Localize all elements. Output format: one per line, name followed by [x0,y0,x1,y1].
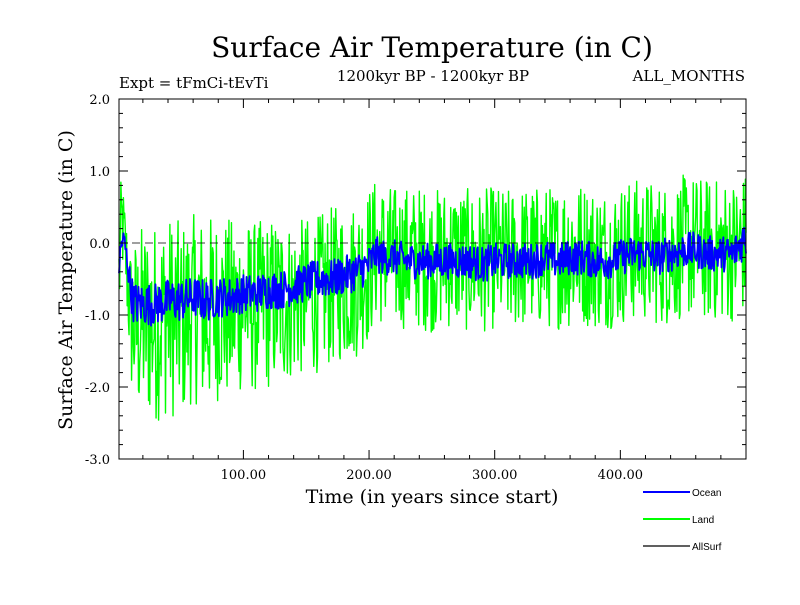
y-tick-label: -1.0 [85,309,110,324]
legend-label-allsurf: AllSurf [692,542,722,553]
legend-label-ocean: Ocean [692,488,721,499]
x-tick-label: 100.00 [221,468,267,483]
period-label: 1200kyr BP - 1200kyr BP [337,67,529,85]
y-tick-label: -2.0 [85,381,110,396]
legend-item-land: Land [643,515,714,526]
y-tick-label: 0.0 [89,237,110,252]
plot-area [118,174,747,421]
legend-item-allsurf: AllSurf [643,542,722,553]
legend-label-land: Land [692,515,714,526]
plot-frame [118,98,747,460]
x-tick-label: 300.00 [472,468,518,483]
y-tick-label: 1.0 [89,165,110,180]
axes: -3.0 -2.0 -1.0 0.0 1.0 2.0 100.00 200.00 300.00 4… [85,93,747,483]
series-line-ocean [118,226,747,327]
y-tick-label: 2.0 [89,93,110,108]
legend: Ocean Land AllSurf [643,488,722,553]
legend-item-ocean: Ocean [643,488,721,499]
expt-label: Expt = tFmCi-tEvTi [119,74,269,92]
x-tick-label: 200.00 [346,468,392,483]
x-tick-label: 400.00 [598,468,644,483]
y-axis-label: Surface Air Temperature (in C) [55,130,77,430]
y-tick-label: -3.0 [85,453,110,468]
x-axis-label: Time (in years since start) [306,486,559,508]
chart-title: Surface Air Temperature (in C) [211,31,653,64]
months-label: ALL_MONTHS [632,67,745,85]
